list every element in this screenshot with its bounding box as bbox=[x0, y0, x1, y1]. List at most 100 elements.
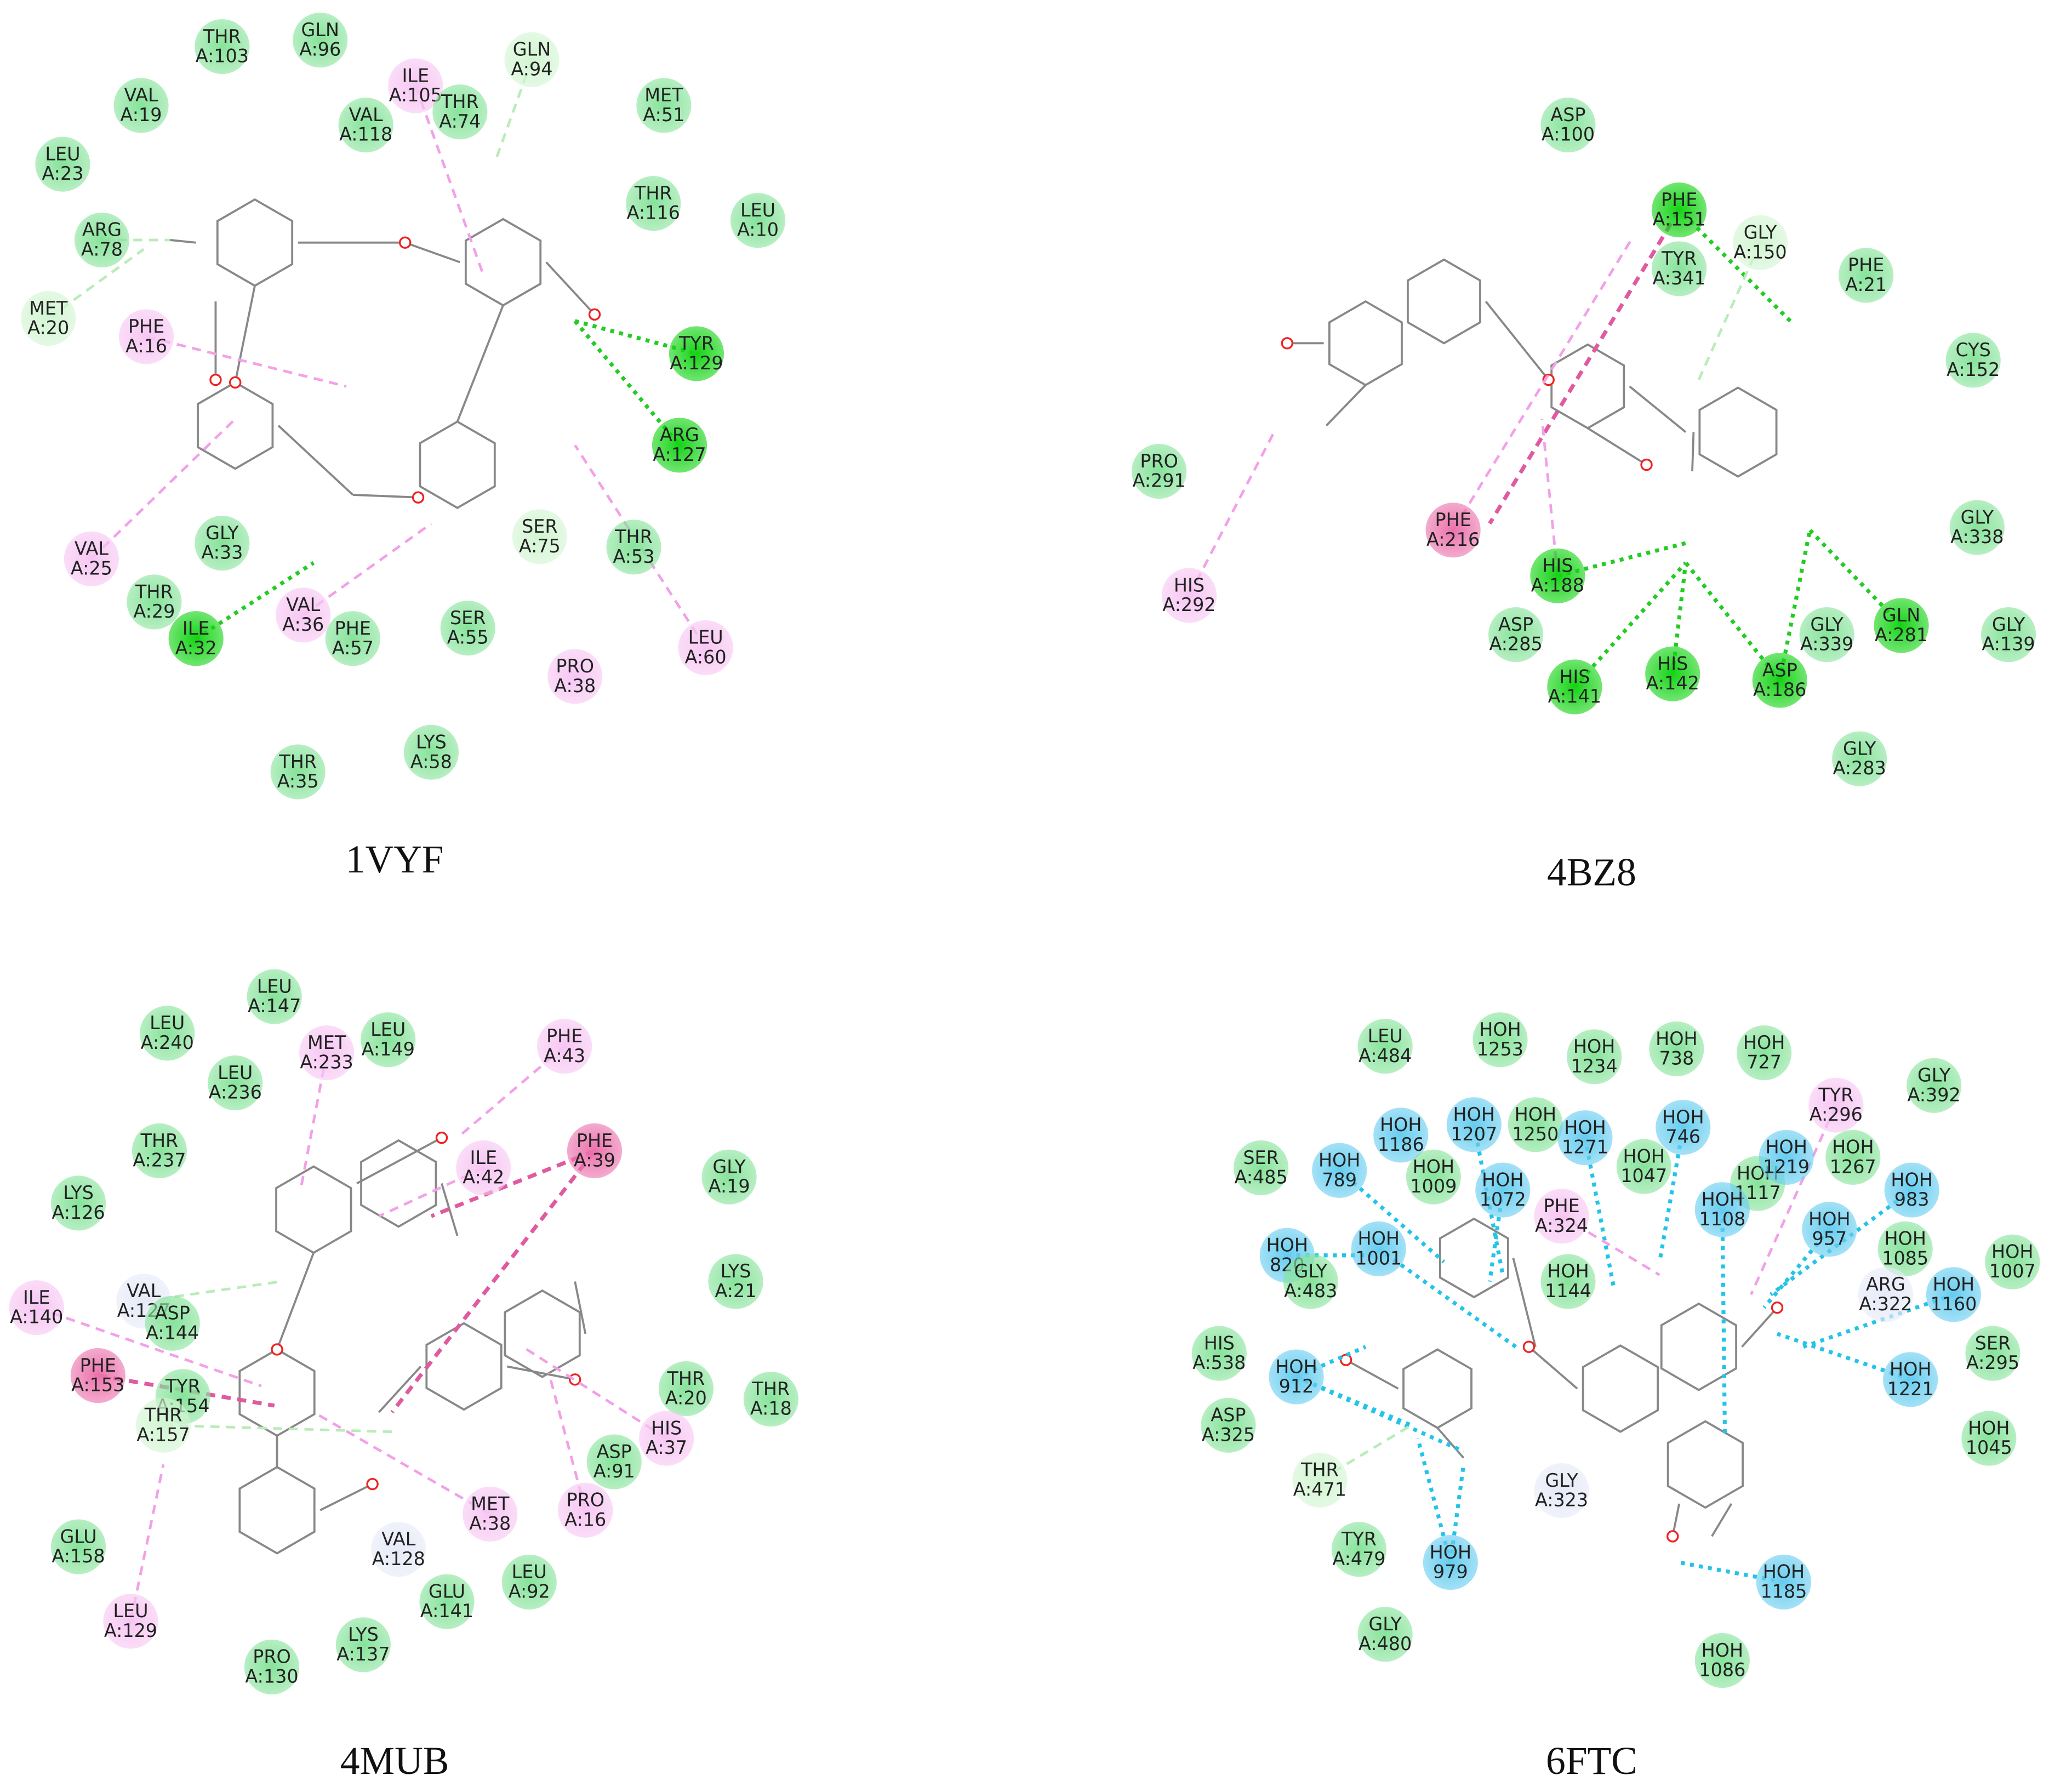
oxygen-atom bbox=[588, 308, 601, 321]
residue-label: 1271 bbox=[1562, 1137, 1608, 1158]
residue-label: A:127 bbox=[653, 444, 706, 465]
interaction-line bbox=[163, 1424, 392, 1434]
bond bbox=[1629, 385, 1687, 433]
residue-circle bbox=[1732, 215, 1788, 270]
residue-name: LEU bbox=[257, 975, 292, 997]
residue-label: 746 bbox=[1665, 1126, 1700, 1148]
residue-circle bbox=[195, 516, 250, 571]
residue-name: HOH bbox=[1808, 1208, 1850, 1230]
residue-circle bbox=[1907, 1058, 1962, 1113]
residue-label: A:60 bbox=[685, 647, 727, 668]
residue-circle bbox=[743, 1371, 798, 1427]
oxygen-atom bbox=[366, 1477, 379, 1491]
residue-name: THR bbox=[667, 1368, 705, 1389]
residue-name: ASP bbox=[1550, 104, 1585, 125]
residue-name: HOH bbox=[1515, 1104, 1556, 1125]
residue-circle bbox=[1877, 1221, 1933, 1276]
molecules bbox=[169, 198, 1784, 1555]
residue-label: 1219 bbox=[1763, 1156, 1810, 1177]
residue-name: ARG bbox=[82, 219, 122, 241]
residue-label: A:324 bbox=[1535, 1215, 1588, 1236]
residue-name: GLY bbox=[1843, 738, 1876, 759]
residue-label: 1144 bbox=[1545, 1280, 1591, 1302]
interaction-line bbox=[390, 1149, 596, 1414]
residue-name: GLY bbox=[1744, 222, 1777, 243]
residue-label: A:78 bbox=[81, 239, 123, 260]
residue-circle bbox=[606, 520, 661, 575]
ring bbox=[197, 381, 274, 470]
bond bbox=[441, 1183, 459, 1236]
residue-circle bbox=[1161, 568, 1217, 623]
residue-circle bbox=[1652, 241, 1707, 296]
ring bbox=[1582, 1344, 1659, 1433]
residue-label: A:128 bbox=[372, 1548, 425, 1570]
residue-name: VAL bbox=[127, 1280, 161, 1302]
residue-circle bbox=[652, 418, 707, 473]
residue-circle bbox=[1312, 1143, 1367, 1198]
residue-circle bbox=[1752, 653, 1807, 708]
residue-label: A:20 bbox=[27, 317, 69, 339]
residue-name: SER bbox=[450, 607, 486, 629]
bond bbox=[378, 1366, 422, 1413]
bond bbox=[574, 1281, 587, 1334]
interaction-line bbox=[90, 418, 236, 560]
oxygen-atom bbox=[1522, 1340, 1536, 1353]
residue-circle bbox=[730, 193, 786, 248]
residue-label: A:23 bbox=[42, 163, 83, 184]
residue-name: ASP bbox=[1498, 614, 1533, 635]
residue-label: A:153 bbox=[71, 1374, 124, 1396]
residue-name: GLN bbox=[1882, 604, 1920, 626]
residue-label: A:16 bbox=[125, 335, 167, 357]
residue-label: A:25 bbox=[71, 557, 112, 579]
ring bbox=[1439, 1217, 1509, 1299]
residue-name: HOH bbox=[1884, 1228, 1926, 1249]
residue-name: HOH bbox=[1623, 1145, 1665, 1167]
residue-label: A:38 bbox=[554, 675, 596, 697]
residue-circle bbox=[1884, 1162, 1939, 1218]
oxygen-atom bbox=[1281, 337, 1294, 350]
oxygen-atom bbox=[399, 236, 412, 249]
residue-name: HOH bbox=[1743, 1032, 1785, 1053]
ring bbox=[1328, 300, 1403, 386]
residue-label: A:33 bbox=[201, 542, 243, 563]
ring bbox=[1402, 1348, 1472, 1429]
residue-name: ASP bbox=[597, 1441, 632, 1462]
panel-caption: 1VYF bbox=[346, 838, 444, 881]
residue-label: 738 bbox=[1659, 1048, 1694, 1069]
residue-circle bbox=[127, 574, 182, 630]
residue-label: A:292 bbox=[1162, 594, 1215, 615]
residue-label: A:147 bbox=[248, 995, 301, 1017]
panel-caption: 4MUB bbox=[340, 1739, 449, 1783]
interaction-line bbox=[1487, 1190, 1505, 1282]
residue-name: TYR bbox=[1661, 248, 1697, 269]
residue-label: A:35 bbox=[277, 771, 319, 792]
residue-label: A:139 bbox=[1982, 634, 2035, 655]
oxygen-atom bbox=[412, 491, 425, 504]
residue-name: HIS bbox=[1174, 574, 1205, 596]
bond bbox=[276, 1252, 315, 1350]
interaction-line bbox=[1583, 1137, 1616, 1289]
residue-label: A:130 bbox=[245, 1665, 298, 1687]
residue-circle bbox=[1965, 1326, 2021, 1381]
residue-label: A:20 bbox=[665, 1388, 707, 1409]
residue-label: A:141 bbox=[420, 1600, 473, 1622]
residue-circle bbox=[70, 1348, 125, 1403]
residue-name: HOH bbox=[1968, 1417, 2010, 1439]
residue-name: HOH bbox=[1933, 1274, 1974, 1295]
interaction-line bbox=[1188, 431, 1276, 596]
residue-label: A:483 bbox=[1284, 1280, 1337, 1302]
residue-name: GLN bbox=[301, 19, 339, 41]
bond bbox=[1345, 1359, 1399, 1390]
residue-circle bbox=[1945, 333, 2001, 388]
oxygen-atom bbox=[1771, 1301, 1784, 1314]
residue-name: ILE bbox=[470, 1147, 498, 1168]
bond bbox=[169, 239, 196, 244]
residue-label: A:150 bbox=[1733, 241, 1787, 262]
residue-label: 1009 bbox=[1410, 1175, 1457, 1197]
residue-circle bbox=[1759, 1129, 1814, 1185]
residue-name: LEU bbox=[218, 1062, 253, 1083]
residue-name: PHE bbox=[1543, 1195, 1579, 1217]
interaction-line bbox=[36, 1306, 262, 1388]
residue-label: 1221 bbox=[1887, 1378, 1934, 1400]
